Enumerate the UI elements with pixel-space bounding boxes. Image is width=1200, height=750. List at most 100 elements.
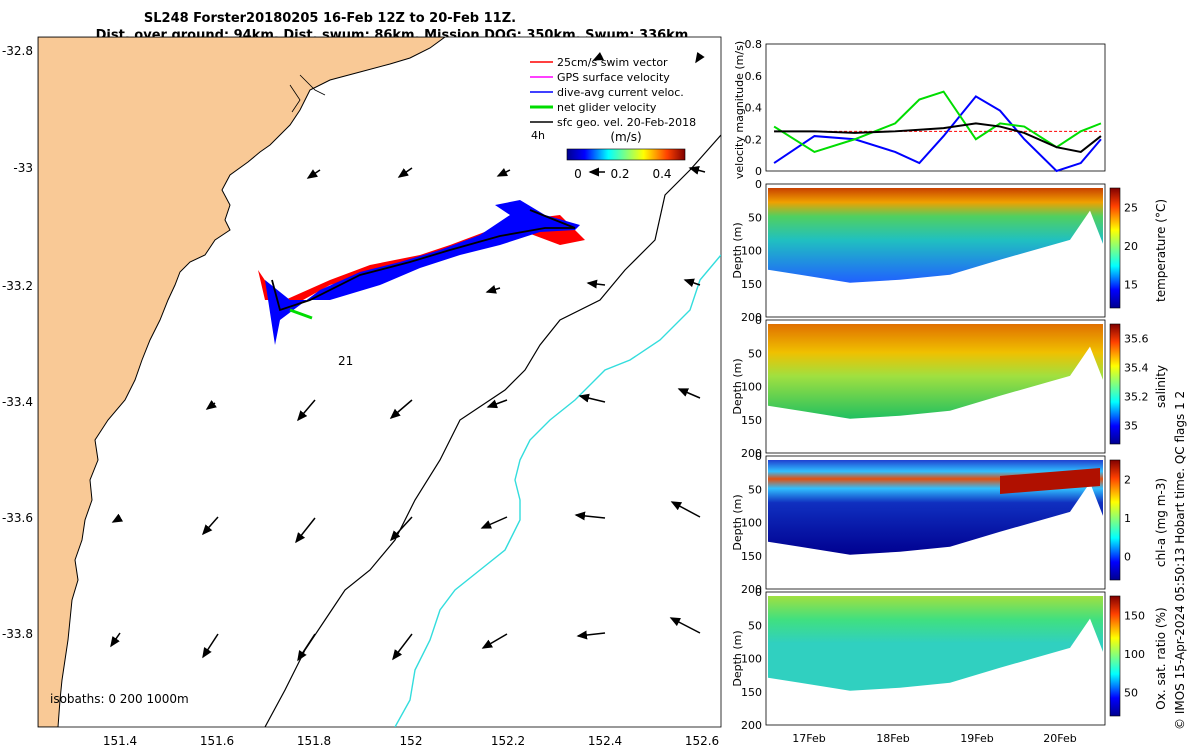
legend-label: dive-avg current veloc. [557,86,684,99]
title-line1: SL248 Forster20180205 16-Feb 12Z to 20-F… [144,11,516,26]
velocity-ytick: 0.8 [745,38,763,51]
heatmap-ytick: 200 [741,447,762,460]
colorbar-tick: 15 [1124,279,1138,292]
isobaths-label: isobaths: 0 200 1000m [50,692,189,706]
colorbar-label: temperature (°C) [1154,199,1168,302]
heatmap-yticks: 0 50 100 150 200 [741,314,762,460]
lon-tick-label: 152.6 [685,734,719,748]
velocity-ytick: 0.6 [745,70,763,83]
lat-ticks: -32.8 -33 -33.2 -33.4 -33.6 -33.8 [2,44,33,641]
legend-label: sfc geo. vel. 20-Feb-2018 [557,116,696,129]
heatmap-ylabel: Depth (m) [731,358,744,414]
map-colorbar [566,148,686,161]
heatmap-ytick: 50 [748,211,762,224]
legend-label: net glider velocity [557,101,657,114]
lat-tick-label: -33 [13,161,33,175]
heatmap-ylabel: Depth (m) [731,630,744,686]
heatmap-ylabel: Depth (m) [731,222,744,278]
heatmap-ytick: 150 [741,278,762,291]
heatmap-ytick: 100 [741,517,762,530]
chl-max-patch [1000,468,1100,494]
colorbar-tick: 35.2 [1124,391,1149,404]
colorbar-label: chl-a (mg m-3) [1154,478,1168,567]
lon-tick-label: 151.6 [200,734,234,748]
heatmap-panel-4: 0 50 100 150 200 Depth (m) 50 100 150 Ox. sat. ra… [731,586,1168,732]
heatmap-ytick: 100 [741,653,762,666]
series-line-geo [774,122,1102,154]
heatmap-data [768,188,1103,283]
colorbar-tick: 25 [1124,201,1138,214]
heatmap-ytick: 100 [741,381,762,394]
heatmap-ytick: 0 [755,586,762,599]
colorbar-tick: 20 [1124,240,1138,253]
heatmap-data [768,324,1103,419]
velocity-ytick: 0.4 [745,102,763,115]
colorbar-tick: 35.6 [1124,333,1149,346]
legend-label: 25cm/s swim vector [557,56,668,69]
heatmap-yticks: 0 50 100 150 200 [741,178,762,324]
series-line-net [773,90,1102,154]
heatmap-panel-3: 0 50 100 150 200 Depth (m) 0 1 2 chl-a (mg m-3) [731,450,1168,596]
footer-text: © IMOS 15-Apr-2024 05:50:13 Hobart time.… [1173,391,1187,730]
day-tick-label: 19Feb [960,732,993,745]
map-legend: 25cm/s swim vector GPS surface velocity di… [530,56,696,181]
lat-tick-label: -33.2 [2,279,33,293]
legend-label: GPS surface velocity [557,71,670,84]
colorbar-tick: 100 [1124,648,1145,661]
heatmap-ytick: 150 [741,414,762,427]
colorbar-tick: 1 [1124,512,1131,525]
velocity-panel: 0 0.2 0.4 0.6 0.8 velocity magnitude (m/s) [733,38,1106,179]
cbar-tick-1: 0.2 [610,167,629,181]
isobath-200 [264,134,721,727]
colorbar-label: Ox. sat. ratio (%) [1154,607,1168,709]
heatmap-panel-2: 0 50 100 150 200 Depth (m) 35 35.2 35.4 35.6 salin… [731,314,1168,460]
segment-label: 21 [338,354,353,368]
heatmap-data [768,596,1103,691]
day-tick-label: 17Feb [792,732,825,745]
heatmap-ytick: 200 [741,311,762,324]
map-panel: 151.4 151.6 151.8 152 152.2 152.4 152.6 -32.8-… [2,36,722,748]
lon-tick-label: 152 [400,734,423,748]
heatmap-colorbar [1109,595,1121,717]
lon-tick-label: 152.2 [491,734,525,748]
heatmap-ytick: 100 [741,245,762,258]
cbar-tick-0: 0 [574,167,582,181]
glider-track [271,209,576,312]
time-label: 4h [531,129,545,142]
geo-vectors [110,51,706,662]
heatmap-colorbar [1109,459,1121,581]
heatmap-ytick: 200 [741,719,762,732]
day-tick-label: 20Feb [1043,732,1076,745]
heatmap-colorbar [1109,323,1121,445]
net-velocity [289,308,313,320]
lon-tick-label: 151.8 [297,734,331,748]
colorbar-tick: 0 [1124,551,1131,564]
heatmap-colorbar [1109,187,1121,309]
isobath-1000 [394,254,721,727]
heatmap-yticks: 0 50 100 150 200 [741,586,762,732]
colorbar-tick: 2 [1124,473,1131,486]
velocity-ytick: 0.2 [745,133,763,146]
colorbar-tick: 150 [1124,609,1145,622]
lat-tick-label: -33.6 [2,511,33,525]
lon-tick-label: 151.4 [103,734,137,748]
heatmap-ylabel: Depth (m) [731,494,744,550]
day-tick-label: 18Feb [876,732,909,745]
colorbar-label: salinity [1154,365,1168,408]
heatmap-ytick: 50 [748,483,762,496]
heatmap-ytick: 150 [741,686,762,699]
lon-ticks: 151.4 151.6 151.8 152 152.2 152.4 152.6 [103,734,719,748]
heatmap-ytick: 0 [755,314,762,327]
heatmap-panel-1: 0 50 100 150 200 Depth (m) 15 20 25 temperature (… [731,178,1168,324]
colorbar-tick: 35.4 [1124,362,1149,375]
heatmap-ytick: 50 [748,619,762,632]
velocity-ylabel: velocity magnitude (m/s) [733,41,746,179]
colorbar-tick: 35 [1124,420,1138,433]
lat-tick-label: -33.8 [2,627,33,641]
heatmap-ytick: 150 [741,550,762,563]
heatmap-ytick: 200 [741,583,762,596]
heatmap-yticks: 0 50 100 150 200 [741,450,762,596]
lat-tick-label: -33.4 [2,395,33,409]
lat-tick-label: -32.8 [2,44,33,58]
